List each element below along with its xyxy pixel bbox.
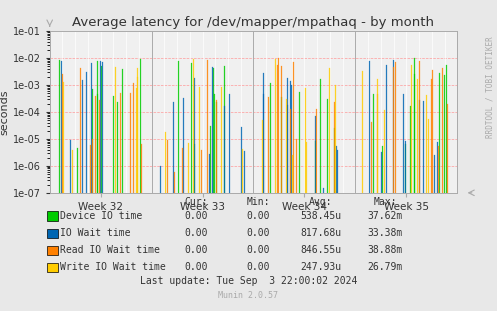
Text: 846.55u: 846.55u [300, 245, 341, 255]
Text: 38.88m: 38.88m [368, 245, 403, 255]
Text: 0.00: 0.00 [247, 211, 270, 221]
Text: 0.00: 0.00 [184, 262, 208, 272]
Title: Average latency for /dev/mapper/mpathaq - by month: Average latency for /dev/mapper/mpathaq … [73, 16, 434, 29]
Text: 26.79m: 26.79m [368, 262, 403, 272]
Text: 0.00: 0.00 [247, 228, 270, 238]
Text: Max:: Max: [373, 197, 397, 207]
Text: Last update: Tue Sep  3 22:00:02 2024: Last update: Tue Sep 3 22:00:02 2024 [140, 276, 357, 286]
Text: 33.38m: 33.38m [368, 228, 403, 238]
Text: 817.68u: 817.68u [300, 228, 341, 238]
Text: 0.00: 0.00 [184, 211, 208, 221]
Y-axis label: seconds: seconds [0, 89, 10, 135]
Text: 0.00: 0.00 [184, 245, 208, 255]
Text: 247.93u: 247.93u [300, 262, 341, 272]
Text: Avg:: Avg: [309, 197, 332, 207]
Text: 538.45u: 538.45u [300, 211, 341, 221]
Text: Write IO Wait time: Write IO Wait time [60, 262, 166, 272]
Text: 0.00: 0.00 [184, 228, 208, 238]
Text: IO Wait time: IO Wait time [60, 228, 130, 238]
Text: RRDTOOL / TOBI OETIKER: RRDTOOL / TOBI OETIKER [486, 36, 495, 138]
Text: Device IO time: Device IO time [60, 211, 142, 221]
Text: 37.62m: 37.62m [368, 211, 403, 221]
Text: 0.00: 0.00 [247, 245, 270, 255]
Text: Min:: Min: [247, 197, 270, 207]
Text: Munin 2.0.57: Munin 2.0.57 [219, 291, 278, 300]
Text: 0.00: 0.00 [247, 262, 270, 272]
Text: Cur:: Cur: [184, 197, 208, 207]
Text: Read IO Wait time: Read IO Wait time [60, 245, 160, 255]
